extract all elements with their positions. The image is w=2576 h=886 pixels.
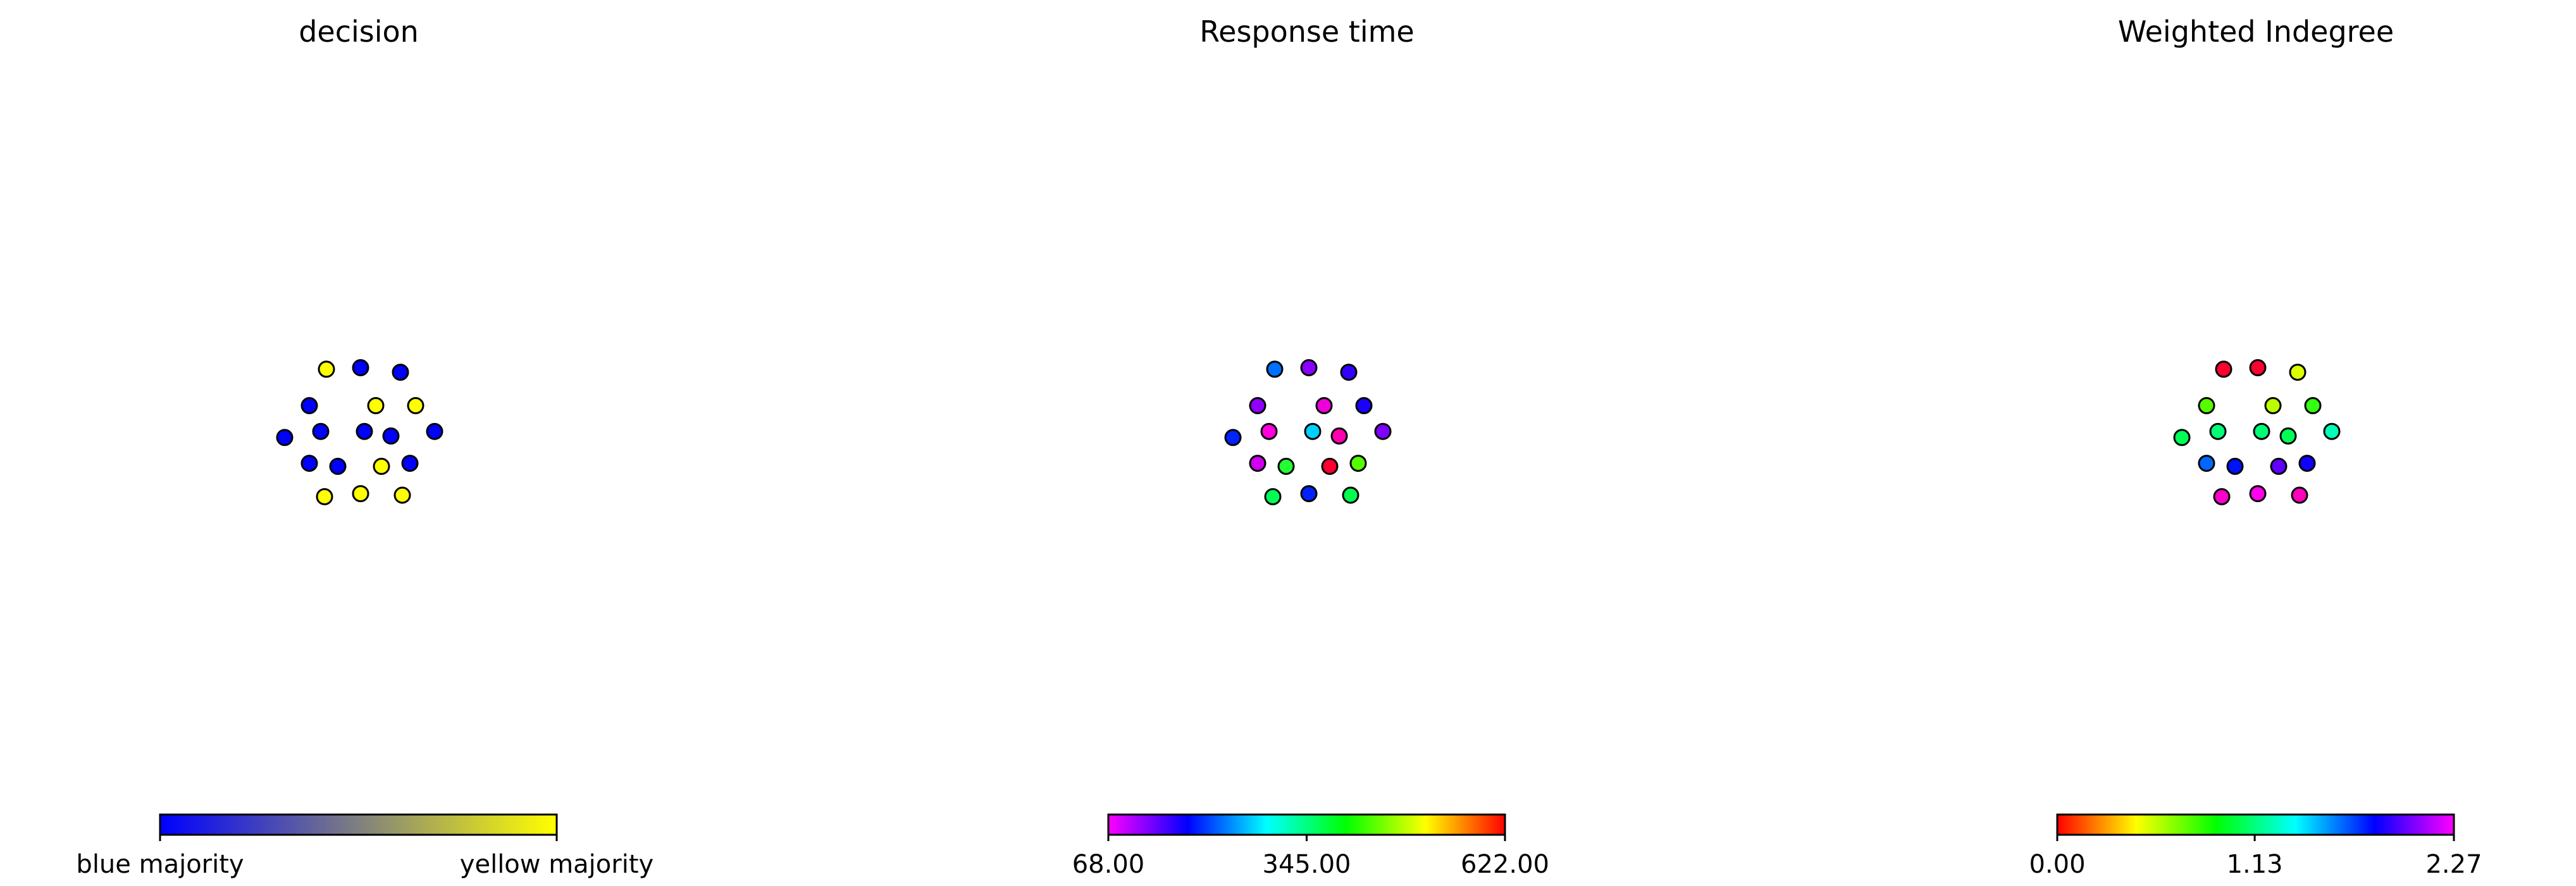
scatter-point <box>1321 457 1339 475</box>
scatter-point <box>2279 427 2297 445</box>
scatter-point <box>312 422 330 440</box>
scatter-point <box>1277 457 1295 475</box>
scatter-point <box>2249 485 2267 503</box>
scatter-point <box>2226 457 2244 475</box>
colorbar-tick-label: yellow majority <box>460 850 653 879</box>
scatter-point <box>1224 429 1242 446</box>
colorbar-gradient <box>2056 813 2455 836</box>
scatter-point <box>2198 455 2215 472</box>
scatter-point <box>407 397 424 414</box>
scatter-point <box>367 397 385 414</box>
scatter-points-response-time <box>1224 359 1392 505</box>
scatter-point <box>2209 422 2227 440</box>
scatter-point <box>1374 422 1392 440</box>
colorbar-decision: blue majority yellow majority <box>76 813 653 879</box>
colorbar-gradient <box>159 813 558 836</box>
scatter-point <box>352 485 369 503</box>
scatter-points-weighted-indegree <box>2173 359 2341 505</box>
scatter-point <box>1300 485 1318 503</box>
scatter-point <box>2173 429 2191 446</box>
scatter-point <box>300 397 318 414</box>
scatter-point <box>2323 422 2341 440</box>
scatter-point <box>1355 397 1373 414</box>
scatter-point <box>1249 455 1266 472</box>
colorbar-tick-label: 345.00 <box>1263 850 1351 879</box>
panel-title-decision: decision <box>299 15 419 49</box>
scatter-points-decision <box>276 359 443 505</box>
scatter-point <box>1300 359 1318 376</box>
scatter-point <box>329 457 347 475</box>
panel-decision: decision blue majority yellow majority <box>76 15 653 879</box>
scatter-point <box>373 457 390 475</box>
scatter-point <box>276 429 294 446</box>
scatter-point <box>1349 455 1367 472</box>
scatter-point <box>2291 486 2308 504</box>
panel-response-time: Response time 68.00 345.00 622.00 <box>1072 15 1549 879</box>
colorbar-tick-label: 2.27 <box>2425 850 2482 879</box>
scatter-point <box>2304 397 2322 414</box>
panel-title-weighted-indegree: Weighted Indegree <box>2118 15 2394 49</box>
colorbar-weighted-indegree: 0.00 1.13 2.27 <box>2029 813 2482 879</box>
scatter-point <box>1315 397 1333 414</box>
scatter-point <box>1304 422 1322 440</box>
colorbar-tick-label: 0.00 <box>2029 850 2085 879</box>
scatter-point <box>2264 397 2282 414</box>
scatter-point <box>426 422 443 440</box>
scatter-point <box>401 455 419 472</box>
scatter-point <box>392 364 409 381</box>
scatter-point <box>1330 427 1348 445</box>
scatter-point <box>352 359 369 376</box>
colorbar-response-time: 68.00 345.00 622.00 <box>1072 813 1549 879</box>
scatter-point <box>2198 397 2215 414</box>
scatter-point <box>1249 397 1266 414</box>
colorbar-tick-label: blue majority <box>76 850 244 879</box>
colorbar-tick-label: 1.13 <box>2227 850 2283 879</box>
scatter-point <box>2215 360 2232 378</box>
scatter-point <box>2249 359 2267 376</box>
scatter-point <box>2213 488 2231 505</box>
scatter-point <box>2298 455 2316 472</box>
scatter-point <box>2253 422 2270 440</box>
scatter-point <box>393 486 411 504</box>
scatter-point <box>1266 360 1284 378</box>
scatter-point <box>1264 488 1282 505</box>
colorbar-tick-label: 68.00 <box>1072 850 1145 879</box>
scatter-point <box>316 488 333 505</box>
scatter-point <box>318 360 335 378</box>
scatter-point <box>356 422 373 440</box>
scatter-point <box>1260 422 1278 440</box>
scatter-point <box>1340 364 1358 381</box>
scatter-point <box>382 427 400 445</box>
colorbar-gradient <box>1107 813 1506 836</box>
panel-title-response-time: Response time <box>1199 15 1414 49</box>
scatter-point <box>2289 364 2307 381</box>
scatter-point <box>1342 486 1359 504</box>
scatter-point <box>2270 457 2288 475</box>
scatter-point <box>300 455 318 472</box>
panel-weighted-indegree: Weighted Indegree 0.00 1.13 2.27 <box>2029 15 2482 879</box>
colorbar-tick-label: 622.00 <box>1461 850 1549 879</box>
